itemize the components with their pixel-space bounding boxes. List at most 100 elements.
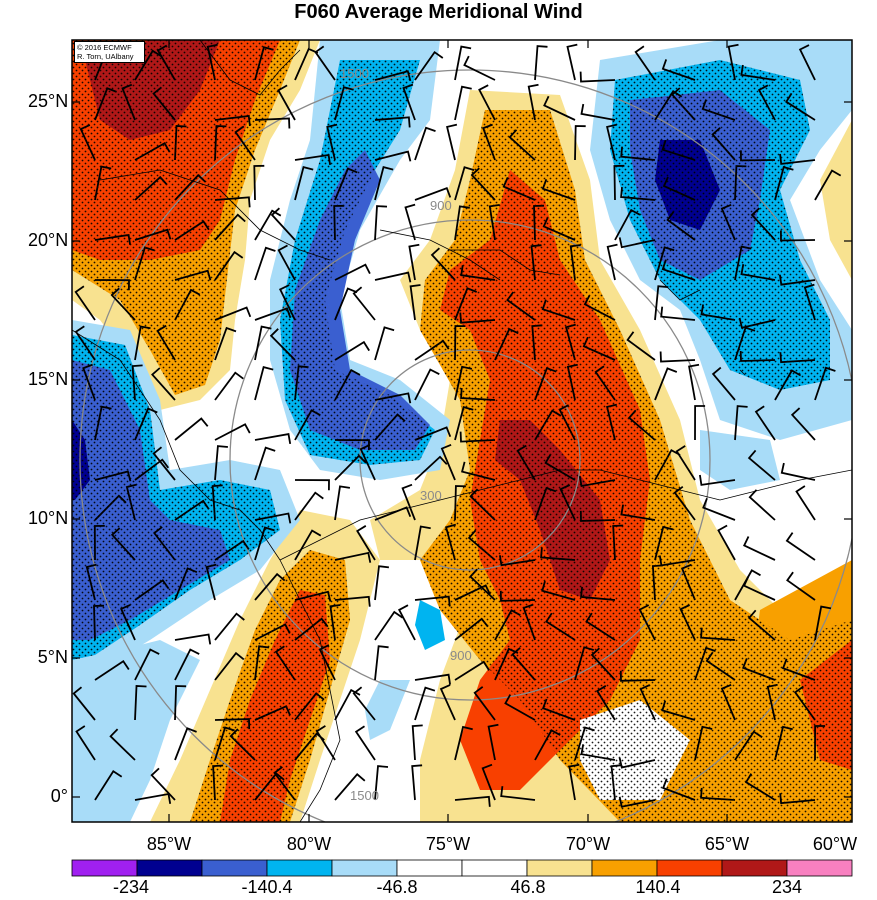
ring-label-900: 900 [450, 648, 472, 663]
map-field [72, 40, 852, 822]
wind-barb [294, 166, 314, 201]
wind-barb [156, 324, 176, 361]
wind-barb [254, 623, 291, 641]
wind-barb [254, 307, 292, 321]
wind-barb [440, 443, 456, 481]
credit-box: © 2016 ECMWF R. Torn, UAlbany [74, 41, 145, 63]
wind-barb [757, 84, 776, 121]
wind-barb [274, 645, 296, 681]
wind-barb [654, 90, 683, 121]
wind-barb [742, 658, 776, 681]
wind-barb [120, 604, 136, 641]
wind-barb [545, 612, 576, 641]
wind-barb [694, 725, 713, 761]
wind-barb [74, 285, 96, 321]
wind-barb [541, 698, 576, 721]
wind-barb [359, 444, 376, 481]
wind-barb [318, 644, 336, 681]
colorbar [71, 859, 853, 877]
wind-barb [814, 725, 826, 761]
lat-label-20n: 20°N [28, 230, 69, 250]
wind-barb [459, 312, 496, 324]
wind-barb [174, 648, 200, 681]
wind-barb [699, 474, 736, 486]
lat-label-0: 0° [50, 786, 68, 806]
wind-barb [469, 568, 496, 601]
wind-barb [94, 233, 131, 246]
credit-line-1: © 2016 ECMWF [77, 43, 132, 52]
colorbar-label-6: 234 [771, 877, 803, 897]
wind-barb [134, 407, 158, 441]
wind-barb [774, 725, 793, 761]
wind-barb [214, 114, 251, 127]
wind-barb [750, 207, 776, 241]
wind-barb [174, 417, 209, 441]
wind-barb [694, 405, 706, 441]
wind-barb [414, 686, 436, 721]
wind-barb [174, 685, 187, 721]
map-frame [71, 39, 853, 823]
wind-barb [530, 244, 542, 281]
colorbar-swatch [786, 859, 853, 877]
wind-barb [578, 476, 616, 488]
wind-barb [534, 729, 561, 761]
wind-barb [414, 595, 451, 607]
wind-barb [134, 141, 171, 161]
wind-barb [661, 259, 696, 281]
wind-barb [473, 686, 496, 721]
wind-barb [717, 524, 736, 561]
wind-barb [109, 728, 136, 761]
colorbar-swatch [266, 859, 333, 877]
wind-barb [214, 651, 245, 681]
colorbar-swatch [591, 859, 658, 877]
lon-ticks [168, 40, 728, 822]
wind-barb [454, 485, 466, 521]
lat-label-5n: 5°N [37, 647, 68, 667]
wind-barb [152, 446, 176, 481]
wind-barb [278, 284, 296, 321]
wind-barb [460, 387, 496, 401]
wind-barbs [72, 43, 842, 808]
wind-barb [214, 250, 244, 281]
wind-barb [734, 326, 756, 361]
wind-barb [93, 525, 105, 561]
wind-barb [618, 757, 656, 769]
wind-barb [94, 494, 127, 521]
lat-label-10n: 10°N [28, 508, 69, 528]
wind-barb [454, 617, 489, 641]
wind-barb [94, 770, 123, 801]
wind-barb [585, 612, 616, 641]
lon-label-70w: 70°W [565, 834, 611, 854]
lon-label-85w: 85°W [146, 834, 192, 854]
ring-label-1500: 1500 [350, 788, 379, 803]
colorbar-swatch [71, 859, 138, 877]
ring-label-1500: 1500 [340, 66, 369, 81]
credit-line-2: R. Torn, UAlbany [77, 52, 134, 61]
wind-barb [478, 84, 496, 121]
wind-barb [814, 605, 832, 641]
wind-barb [352, 286, 376, 321]
wind-barb [294, 692, 325, 721]
wind-barb [459, 431, 496, 443]
wind-barb [397, 604, 416, 641]
wind-barb [606, 403, 618, 441]
wind-barb [502, 177, 536, 201]
wind-barb [673, 485, 696, 521]
wind-barb [461, 461, 496, 481]
wind-barb [779, 793, 816, 805]
range-ring-labels: 300 900 900 1500 1500 [340, 66, 472, 803]
wind-barb [254, 526, 275, 561]
wind-barb [454, 85, 472, 121]
wind-barb [506, 291, 536, 321]
wind-barb [654, 367, 678, 401]
wind-barb [779, 274, 816, 286]
wind-barb [705, 652, 736, 681]
wind-barb [574, 646, 595, 681]
wind-barb [254, 446, 276, 481]
wind-barb [612, 524, 624, 561]
wind-barb [508, 129, 536, 161]
lat-label-15n: 15°N [28, 369, 69, 389]
wind-barb [511, 647, 536, 681]
wind-barb [780, 462, 816, 481]
colorbar-swatch [721, 859, 788, 877]
